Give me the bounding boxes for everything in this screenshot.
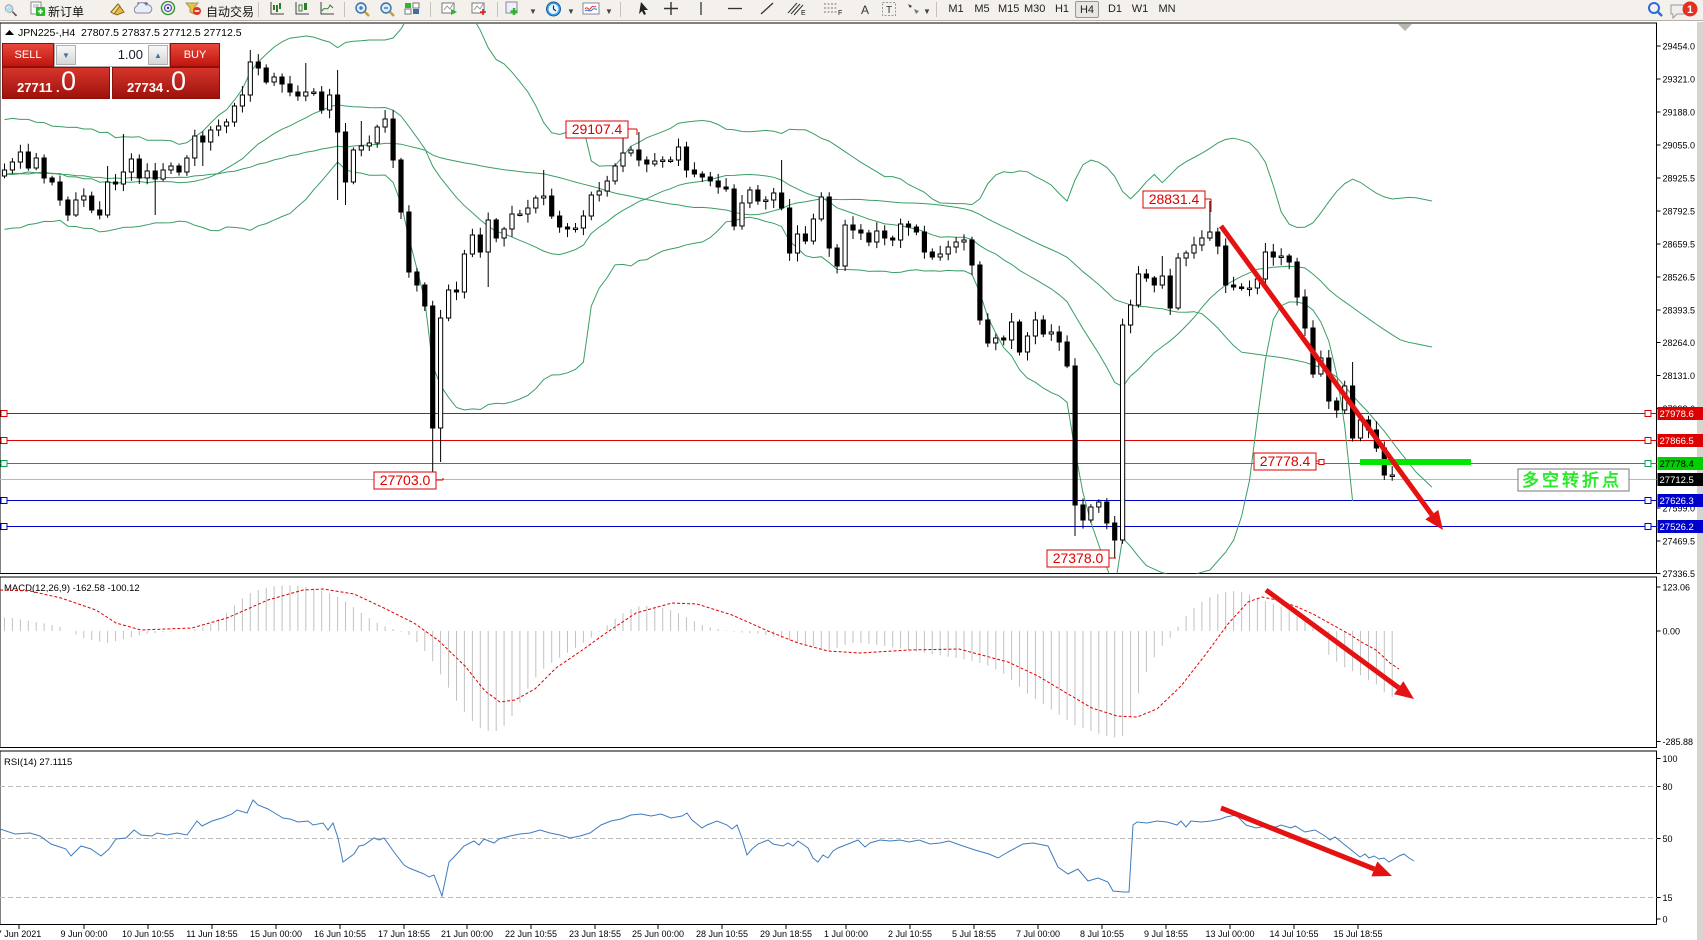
svg-text:2 Jul 10:55: 2 Jul 10:55 xyxy=(888,929,932,939)
svg-text:27712.5: 27712.5 xyxy=(1660,475,1694,486)
svg-text:25 Jun 00:00: 25 Jun 00:00 xyxy=(632,929,684,939)
svg-text:29454.0: 29454.0 xyxy=(1663,42,1696,52)
svg-text:MACD(12,26,9) -162.58 -100.12: MACD(12,26,9) -162.58 -100.12 xyxy=(4,583,140,594)
svg-text:15 Jul 18:55: 15 Jul 18:55 xyxy=(1333,929,1382,939)
svg-text:14 Jul 10:55: 14 Jul 10:55 xyxy=(1269,929,1318,939)
svg-text:28925.5: 28925.5 xyxy=(1663,174,1696,184)
svg-text:27469.5: 27469.5 xyxy=(1663,537,1696,547)
svg-text:8 Jul 10:55: 8 Jul 10:55 xyxy=(1080,929,1124,939)
svg-text:29055.0: 29055.0 xyxy=(1663,141,1696,151)
svg-text:27703.0: 27703.0 xyxy=(380,472,431,488)
svg-text:0: 0 xyxy=(1663,915,1668,925)
svg-text:15 Jun 00:00: 15 Jun 00:00 xyxy=(250,929,302,939)
svg-text:T: T xyxy=(886,5,892,16)
svg-text:5 Jul 18:55: 5 Jul 18:55 xyxy=(952,929,996,939)
svg-text:28131.0: 28131.0 xyxy=(1663,371,1696,381)
svg-text:9 Jun 00:00: 9 Jun 00:00 xyxy=(60,929,107,939)
svg-text:27978.6: 27978.6 xyxy=(1660,409,1694,420)
svg-text:多空转折点: 多空转折点 xyxy=(1522,470,1622,490)
svg-text:0.00: 0.00 xyxy=(1663,627,1681,637)
svg-text:27526.2: 27526.2 xyxy=(1660,522,1694,533)
svg-text:7 Jun 2021: 7 Jun 2021 xyxy=(0,929,41,939)
svg-text:-285.88: -285.88 xyxy=(1663,737,1694,747)
svg-text:29107.4: 29107.4 xyxy=(572,121,623,137)
svg-text:28 Jun 10:55: 28 Jun 10:55 xyxy=(696,929,748,939)
svg-text:11 Jun 18:55: 11 Jun 18:55 xyxy=(186,929,237,939)
svg-text:28659.5: 28659.5 xyxy=(1663,240,1696,250)
svg-text:23 Jun 18:55: 23 Jun 18:55 xyxy=(569,929,621,939)
svg-text:7 Jul 00:00: 7 Jul 00:00 xyxy=(1016,929,1060,939)
svg-text:E: E xyxy=(801,10,806,17)
svg-text:27778.4: 27778.4 xyxy=(1660,459,1694,470)
svg-text:17 Jun 18:55: 17 Jun 18:55 xyxy=(378,929,430,939)
svg-text:29188.0: 29188.0 xyxy=(1663,108,1696,118)
svg-text:21 Jun 00:00: 21 Jun 00:00 xyxy=(441,929,493,939)
svg-text:16 Jun 10:55: 16 Jun 10:55 xyxy=(314,929,366,939)
svg-text:1: 1 xyxy=(1687,4,1693,16)
svg-text:9 Jul 18:55: 9 Jul 18:55 xyxy=(1144,929,1188,939)
svg-text:80: 80 xyxy=(1663,782,1673,792)
svg-text:13 Jul 00:00: 13 Jul 00:00 xyxy=(1205,929,1254,939)
svg-text:RSI(14) 27.1115: RSI(14) 27.1115 xyxy=(4,757,72,768)
svg-text:10 Jun 10:55: 10 Jun 10:55 xyxy=(122,929,174,939)
svg-text:28831.4: 28831.4 xyxy=(1149,191,1200,207)
svg-text:F: F xyxy=(838,10,842,17)
svg-text:29 Jun 18:55: 29 Jun 18:55 xyxy=(760,929,812,939)
svg-text:100: 100 xyxy=(1663,754,1678,764)
svg-text:28792.5: 28792.5 xyxy=(1663,207,1696,217)
svg-text:27778.4: 27778.4 xyxy=(1260,453,1311,469)
svg-text:29321.0: 29321.0 xyxy=(1663,75,1696,85)
svg-text:22 Jun 10:55: 22 Jun 10:55 xyxy=(505,929,557,939)
svg-text:27866.5: 27866.5 xyxy=(1660,436,1694,447)
svg-text:JPN225-,H4 27807.5 27837.5 27: JPN225-,H4 27807.5 27837.5 27712.5 27712… xyxy=(18,27,242,39)
svg-text:28526.5: 28526.5 xyxy=(1663,273,1696,283)
svg-text:123.06: 123.06 xyxy=(1663,583,1691,593)
svg-text:28264.0: 28264.0 xyxy=(1663,338,1696,348)
svg-text:27378.0: 27378.0 xyxy=(1053,550,1104,566)
svg-text:15: 15 xyxy=(1663,893,1673,903)
svg-text:50: 50 xyxy=(1663,834,1673,844)
svg-text:27626.3: 27626.3 xyxy=(1660,496,1694,507)
svg-text:1 Jul 00:00: 1 Jul 00:00 xyxy=(824,929,868,939)
svg-text:27599.0: 27599.0 xyxy=(1663,504,1696,514)
svg-text:27336.5: 27336.5 xyxy=(1663,569,1696,579)
svg-text:28393.5: 28393.5 xyxy=(1663,306,1696,316)
